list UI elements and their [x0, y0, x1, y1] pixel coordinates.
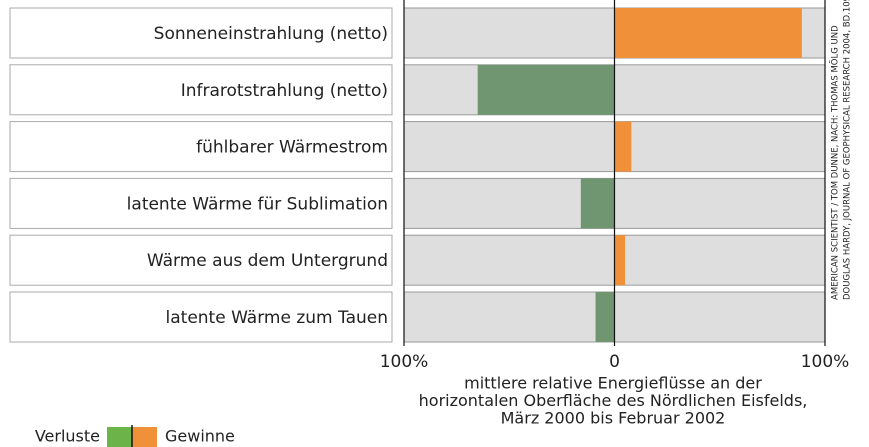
bar — [477, 64, 615, 115]
x-tick-label: 100% — [380, 352, 429, 372]
bar — [614, 235, 626, 286]
credit: DOUGLAS HARDY, JOURNAL OF GEOPHYSICAL RE… — [843, 0, 853, 300]
category-label: Sonneneinstrahlung (netto) — [154, 24, 388, 44]
bar — [580, 178, 615, 229]
category-label: Infrarotstrahlung (netto) — [181, 81, 388, 101]
x-axis-label: mittlere relative Energieflüsse an der — [464, 374, 762, 393]
legend-swatch — [132, 427, 157, 447]
label-box — [9, 291, 393, 343]
bar — [614, 121, 632, 172]
label-box — [9, 177, 393, 229]
bar — [595, 292, 615, 342]
label-box — [9, 64, 393, 116]
credit: AMERICAN SCIENTIST / TOM DUNNE, NACH: TH… — [830, 25, 841, 300]
category-label: Wärme aus dem Untergrund — [147, 251, 388, 271]
legend-label: Gewinne — [165, 427, 235, 446]
label-box — [9, 121, 393, 173]
category-label: latente Wärme für Sublimation — [127, 194, 388, 214]
x-tick-label: 0 — [609, 352, 620, 372]
bar — [614, 8, 802, 58]
label-box — [9, 7, 393, 59]
label-box — [9, 234, 393, 286]
x-axis-label: März 2000 bis Februar 2002 — [501, 409, 726, 428]
x-axis-label: horizontalen Oberfläche des Nördlichen E… — [419, 391, 808, 410]
category-label: fühlbarer Wärmestrom — [196, 138, 388, 158]
x-tick-label: 100% — [801, 352, 850, 372]
legend-label: Verluste — [35, 427, 100, 446]
legend-swatch — [107, 427, 132, 447]
category-label: latente Wärme zum Tauen — [166, 308, 388, 328]
